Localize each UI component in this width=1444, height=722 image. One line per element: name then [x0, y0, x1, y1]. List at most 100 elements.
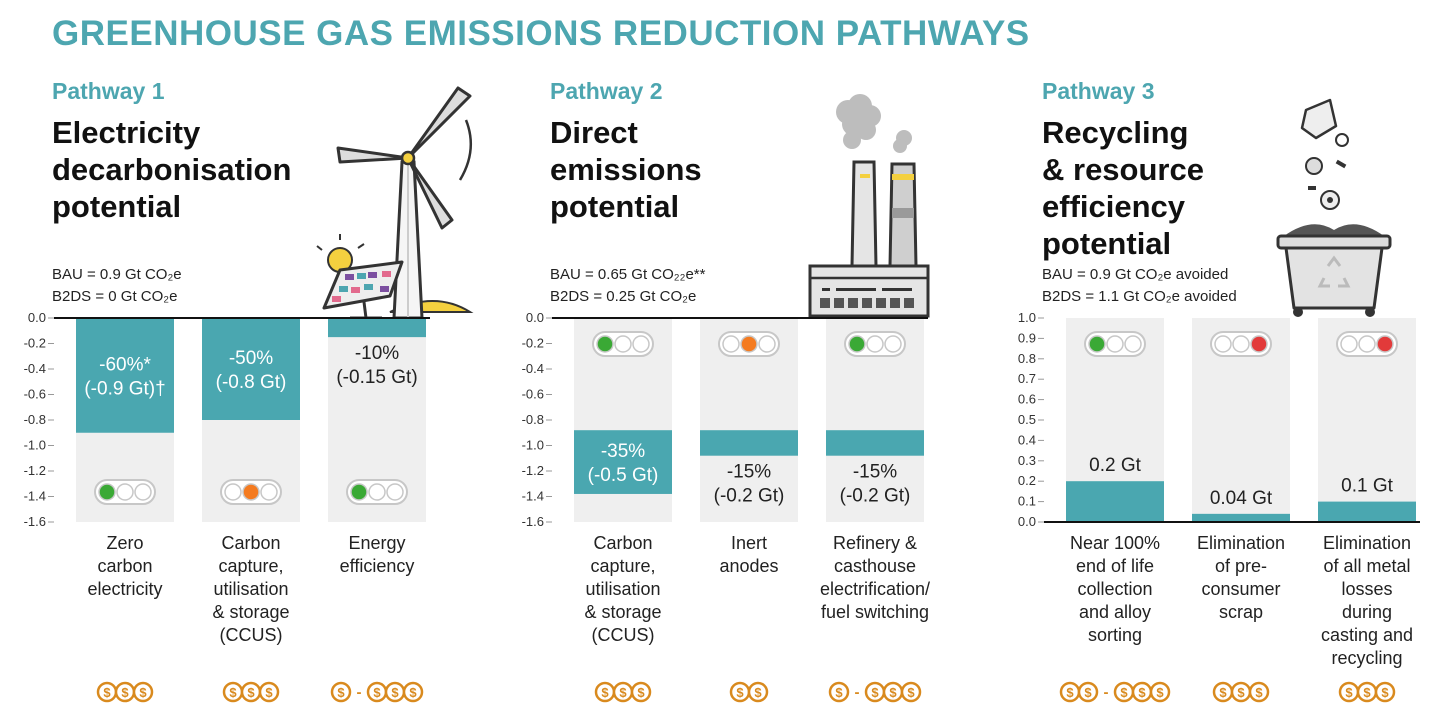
y-tick-label: 0.2 — [1018, 473, 1036, 488]
bar-value-label: (-0.8 Gt) — [216, 372, 287, 393]
pathway-1-panel: Pathway 1 Electricity decarbonisation po… — [24, 76, 512, 722]
svg-text:$: $ — [1381, 685, 1389, 700]
y-tick-label: -0.4 — [522, 361, 544, 376]
category-label-line: of all metal — [1323, 556, 1411, 576]
factory-smokestacks-icon — [808, 94, 930, 318]
category-label-line: and alloy — [1078, 602, 1152, 622]
category-label-line: capture, — [590, 556, 656, 576]
y-tick-label: -0.6 — [522, 387, 544, 402]
y-tick-label: -0.8 — [522, 412, 544, 427]
pathway-title: Direct emissions potential — [550, 114, 840, 225]
svg-text:$: $ — [1084, 685, 1092, 700]
traffic-light-dot — [1214, 335, 1232, 353]
pathway-label: Pathway 2 — [550, 78, 663, 104]
pathway-title-line: Electricity — [52, 115, 201, 150]
svg-text:$: $ — [1363, 685, 1371, 700]
pathway-title-line: efficiency — [1042, 189, 1186, 224]
traffic-light-dot — [1088, 335, 1106, 353]
category-label-line: utilisation — [585, 579, 661, 599]
svg-text:$: $ — [1219, 685, 1227, 700]
svg-text:$: $ — [265, 685, 273, 700]
y-tick-label: -0.4 — [24, 361, 46, 376]
category-label-line: Inert — [730, 533, 768, 553]
traffic-light-dot — [260, 483, 278, 501]
bar — [700, 430, 798, 456]
category-label-line: consumer — [1201, 579, 1281, 599]
traffic-light-dot — [1124, 335, 1142, 353]
bau-line: BAU = 0.65 Gt CO₂₂e** — [550, 266, 706, 283]
main-title: GREENHOUSE GAS EMISSIONS REDUCTION PATHW… — [52, 14, 1030, 53]
bar — [826, 430, 924, 456]
y-tick-label: -0.6 — [24, 387, 46, 402]
category-label-line: capture, — [218, 556, 284, 576]
pathway-title: Recycling & resource efficiency potentia… — [1042, 114, 1332, 262]
svg-text:$: $ — [1237, 685, 1245, 700]
y-tick-label: -0.8 — [24, 412, 46, 427]
svg-text:$: $ — [601, 685, 609, 700]
y-tick-label: -1.2 — [522, 463, 544, 478]
category-label-line: Refinery & — [832, 533, 918, 553]
category-label-line: sorting — [1087, 625, 1143, 645]
cost-indicator: $ $ $ — [1212, 681, 1270, 703]
bar — [574, 430, 672, 494]
category-label: Refinery & casthouse electrification/fuel … — [805, 532, 945, 624]
svg-text:$: $ — [1066, 685, 1074, 700]
category-label: Carbon capture, utilisation & storage (CCUS) — [181, 532, 321, 647]
y-tick-label: -1.2 — [24, 463, 46, 478]
category-label-line: carbon — [97, 556, 153, 576]
b2ds-line: B2DS = 1.1 Gt CO₂e avoided — [1042, 288, 1237, 305]
y-tick-label: -1.6 — [522, 514, 544, 529]
y-tick-label: -1.6 — [24, 514, 46, 529]
traffic-light-dot — [884, 335, 902, 353]
category-label: Elimination of pre-consumer scrap — [1171, 532, 1311, 624]
category-label-line: Elimination — [1322, 533, 1412, 553]
traffic-light-dot — [116, 483, 134, 501]
svg-text:$: $ — [871, 685, 879, 700]
y-tick-label: -1.0 — [24, 438, 46, 453]
cost-indicator: $ $ $ — [222, 681, 280, 703]
bar — [328, 318, 426, 338]
pathway-title-line: potential — [52, 189, 182, 224]
traffic-light-dot — [758, 335, 776, 353]
y-tick-label: 0.5 — [1018, 412, 1036, 427]
svg-text:$: $ — [907, 685, 915, 700]
y-tick-label: -0.2 — [24, 336, 46, 351]
traffic-light-dot — [134, 483, 152, 501]
pathway-title: Electricity decarbonisation potential — [52, 114, 342, 225]
traffic-light-dot — [848, 335, 866, 353]
traffic-light-dot — [596, 335, 614, 353]
category-label-line: Carbon — [221, 533, 281, 553]
traffic-light-dot — [722, 335, 740, 353]
pathway-title-line: potential — [1042, 226, 1172, 261]
category-label-line: end of life — [1075, 556, 1155, 576]
bar-value-label: (-0.2 Gt) — [840, 486, 911, 507]
category-label-line: efficiency — [339, 556, 415, 576]
svg-text:$: $ — [139, 685, 147, 700]
bar — [1066, 481, 1164, 522]
pathway-title-line: Direct — [550, 115, 638, 150]
bau-b2ds-text: BAU = 0.9 Gt CO₂e B2DS = 0 Gt CO₂e — [52, 264, 182, 308]
category-label-line: during — [1341, 602, 1393, 622]
y-tick-label: -1.4 — [522, 489, 544, 504]
category-label-line: & storage — [212, 602, 290, 622]
category-label: Elimination of all metal losses during casti… — [1297, 532, 1437, 670]
svg-text:$: $ — [229, 685, 237, 700]
pathway-title-line: & resource — [1042, 152, 1204, 187]
category-label-line: electrification/ — [819, 579, 931, 599]
category-label: Inert anodes — [679, 532, 819, 578]
bau-b2ds-text: BAU = 0.9 Gt CO₂e avoided B2DS = 1.1 Gt … — [1042, 264, 1237, 308]
pathway-2-chart: 0.0 -0.2 -0.4 -0.6 -0.8 -1.0 -1.2 -1.4 -1.6 -35% (… — [522, 310, 928, 529]
cost-indicator: $ $ $ — [1338, 681, 1396, 703]
y-tick-label: 0.8 — [1018, 351, 1036, 366]
y-tick-label: 1.0 — [1018, 310, 1036, 325]
category-label-line: anodes — [719, 556, 779, 576]
bar-value-label: (-0.5 Gt) — [588, 465, 659, 486]
traffic-light-dot — [224, 483, 242, 501]
bau-b2ds-text: BAU = 0.65 Gt CO₂₂e** B2DS = 0.25 Gt CO₂… — [550, 264, 705, 308]
category-label: Energy efficiency — [307, 532, 447, 578]
traffic-light-dot — [1250, 335, 1268, 353]
svg-text:$: $ — [121, 685, 129, 700]
bar-value-label: (-0.15 Gt) — [336, 367, 417, 388]
svg-text:$: $ — [337, 685, 345, 700]
y-tick-label: -0.2 — [522, 336, 544, 351]
